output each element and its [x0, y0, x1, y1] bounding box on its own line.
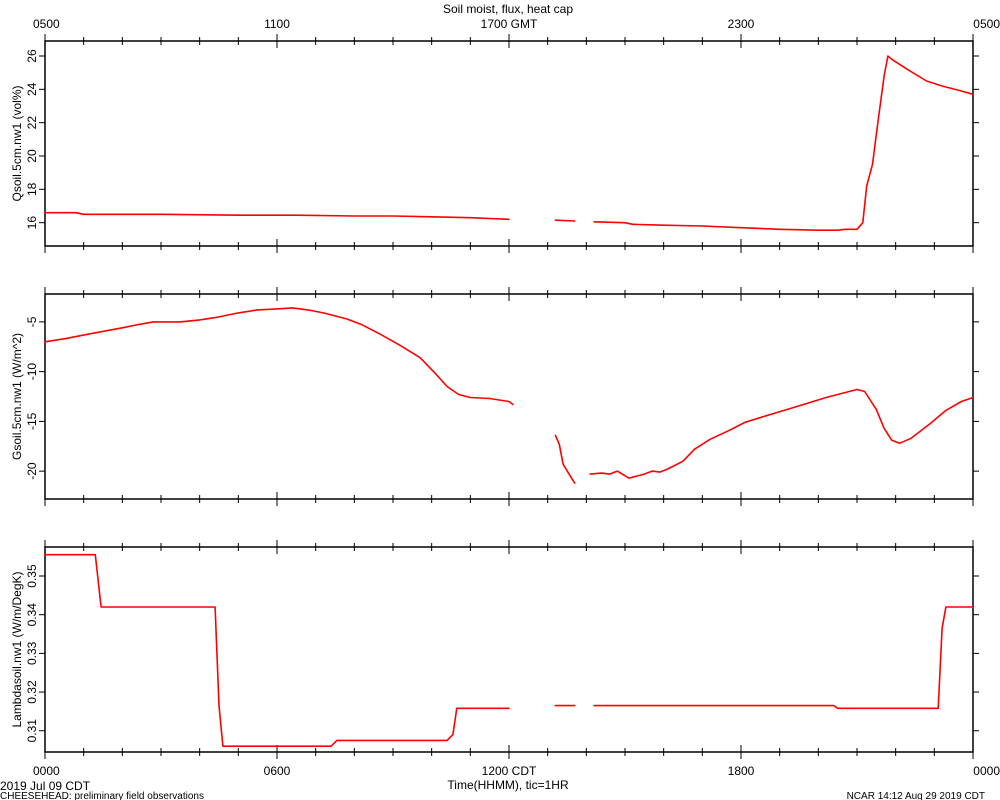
- y-axis-label: Qsoil.5cm.nw1 (vol%): [10, 85, 24, 201]
- top-tick-label: 0500: [33, 17, 60, 31]
- y-tick-label: 18: [25, 182, 39, 196]
- chart-panels: 16 18 20 22 24 26 Qsoil.5cm.nw1 (vol%) -5 -10 -15…: [10, 34, 979, 759]
- top-tick-label: 1100: [264, 17, 290, 31]
- plot-frame: [44, 546, 974, 753]
- series-line-segment-3: [593, 55, 974, 231]
- series-line-segment-3: [593, 606, 974, 710]
- top-tick-label: 1700 GMT: [481, 17, 538, 31]
- series-line-segment-1: [44, 211, 510, 221]
- series-line-segment-2: [554, 434, 576, 484]
- y-tick-label: 0.33: [25, 641, 39, 665]
- panel-1: 16 18 20 22 24 26 Qsoil.5cm.nw1 (vol%): [10, 34, 979, 253]
- plot-frame: [44, 293, 974, 500]
- top-tick-label: 2300: [728, 17, 755, 31]
- y-tick-label: -10: [25, 363, 39, 381]
- y-tick-label: 0.32: [25, 680, 39, 704]
- footer-date: 2019 Jul 09 CDT: [0, 779, 91, 793]
- top-axis-tick-labels: 0500 1100 1700 GMT 2300 0500: [33, 17, 1000, 31]
- chart-title: Soil moist, flux, heat cap: [443, 2, 573, 16]
- bottom-axis-tick-labels: 0000 0600 1200 CDT 1800 0000: [33, 764, 1000, 778]
- footer-project: CHEESEHEAD: preliminary field observatio…: [0, 791, 204, 800]
- y-tick-label: 0.34: [25, 603, 39, 627]
- x-axis-label: Time(HHMM), tic=1HR: [447, 778, 569, 792]
- series-line-segment-1: [44, 553, 510, 747]
- y-tick-label: 0.35: [25, 564, 39, 588]
- y-tick-label: 0.31: [25, 719, 39, 743]
- y-tick-label: -20: [25, 462, 39, 480]
- bottom-tick-label: 1200 CDT: [482, 764, 537, 778]
- y-tick-label: 26: [25, 49, 39, 63]
- top-tick-label: 0500: [973, 17, 1000, 31]
- y-tick-label: 16: [25, 216, 39, 230]
- series-line-segment-3: [589, 388, 974, 479]
- y-tick-label: 20: [25, 149, 39, 163]
- bottom-tick-label: 1800: [728, 764, 755, 778]
- y-axis-label: Gsoil.5cm.nw1 (W/m^2): [10, 333, 24, 460]
- bottom-tick-label: 0000: [973, 764, 1000, 778]
- y-tick-label: -5: [25, 316, 39, 327]
- y-tick-label: -15: [25, 412, 39, 430]
- y-tick-label: 22: [25, 116, 39, 130]
- series-line-segment-1: [44, 307, 514, 406]
- bottom-tick-label: 0000: [33, 764, 60, 778]
- series-line-segment-2: [554, 219, 576, 222]
- bottom-tick-label: 0600: [264, 764, 291, 778]
- y-tick-label: 24: [25, 82, 39, 96]
- y-axis-label: Lambdasoil.nw1 (W/m/DegK): [10, 571, 24, 727]
- footer-producer: NCAR 14:12 Aug 29 2019 CDT: [847, 791, 985, 800]
